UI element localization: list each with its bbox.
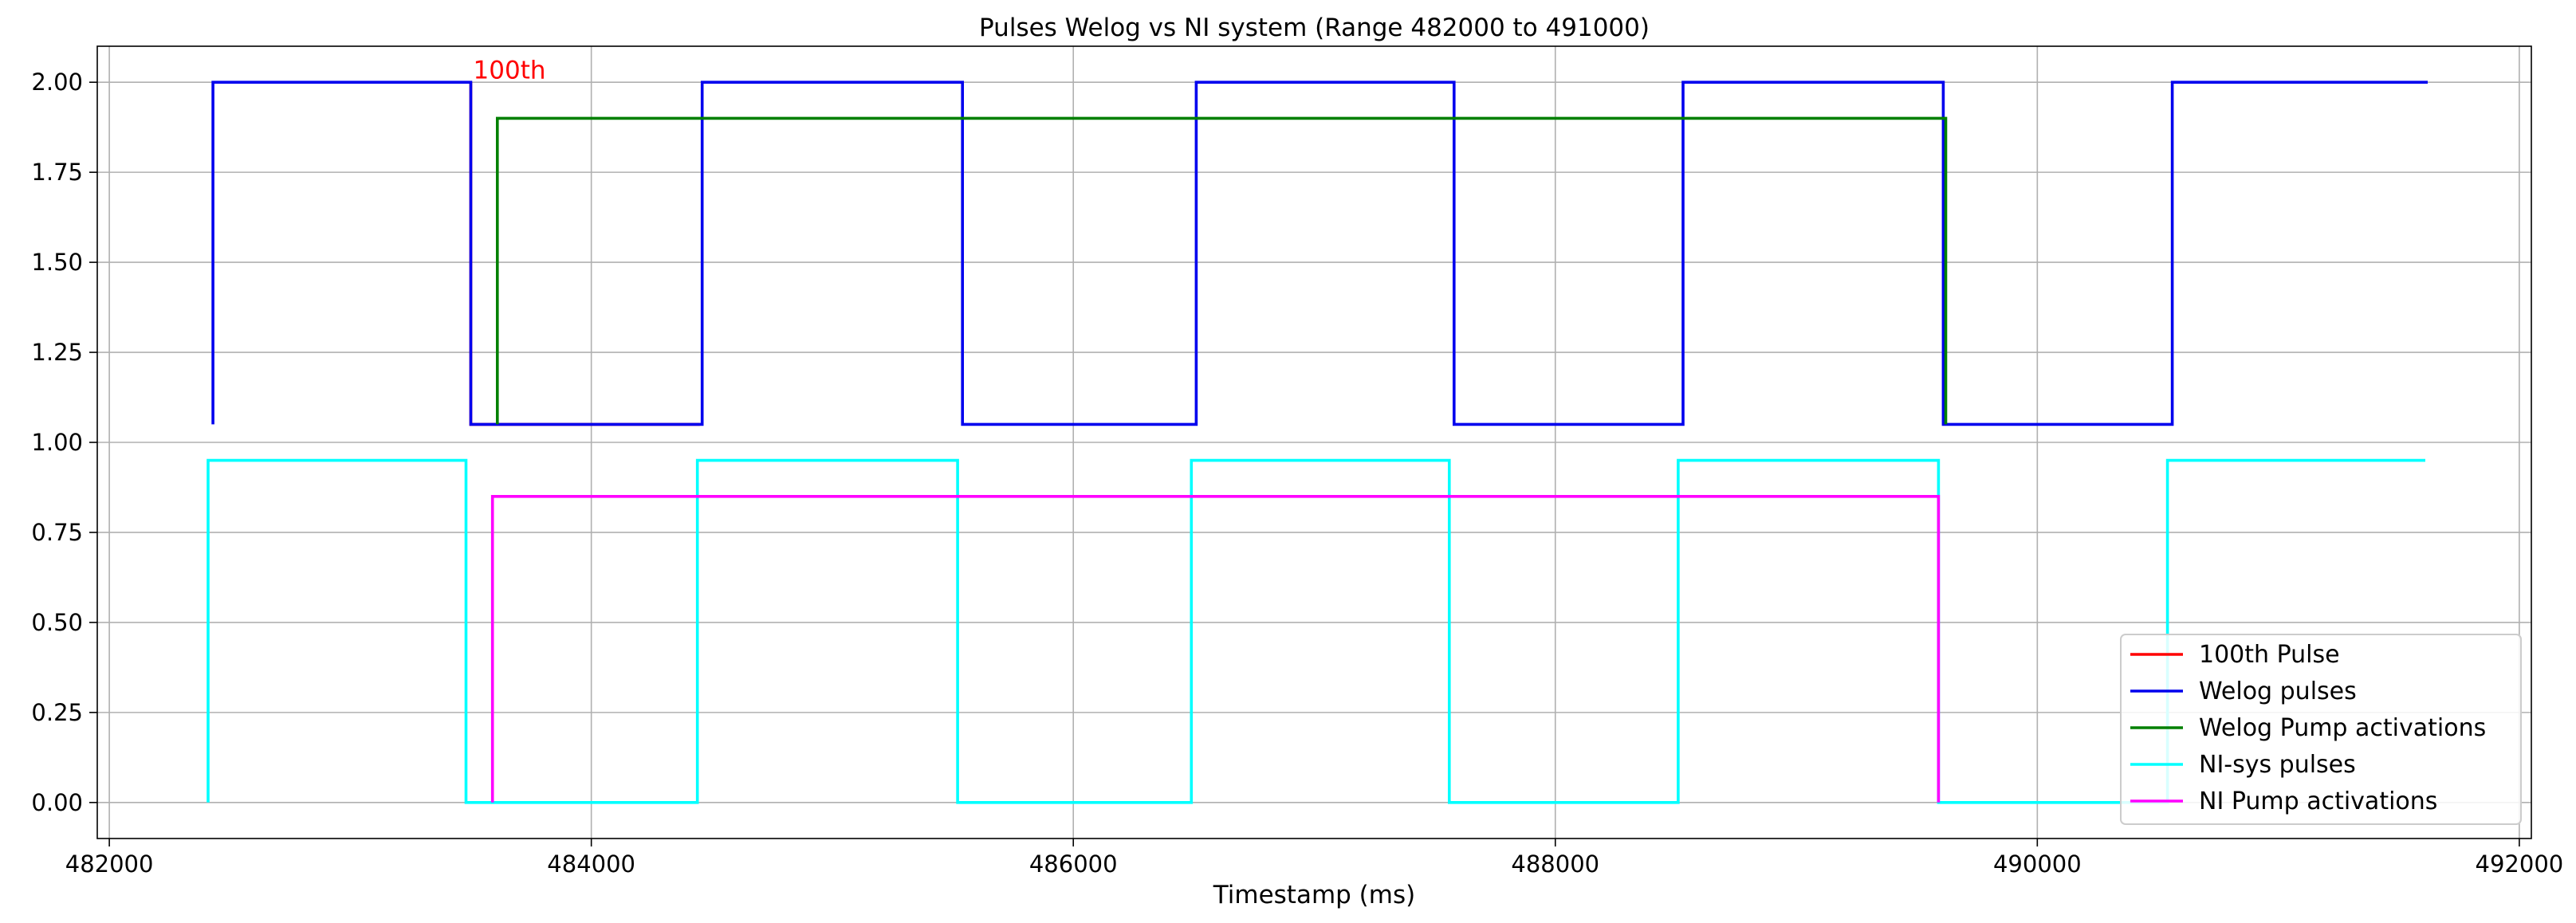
axis-ticks: 482000 484000 486000 488000 490000 492000 0.00… [31,69,2563,878]
x-axis-title: Timestamp (ms) [1213,881,1415,909]
y-tick-label: 1.00 [31,429,83,456]
y-tick-label: 1.25 [31,339,83,366]
series-line-2 [211,81,2428,426]
annotation-label: 100th [474,57,546,85]
series-line-5 [490,494,1941,803]
annotations: 100th [474,57,546,85]
y-tick-label: 0.50 [31,609,83,636]
legend-label: 100th Pulse [2199,641,2340,669]
x-tick-label: 486000 [1029,850,1118,878]
legend-label: NI-sys pulses [2199,751,2356,779]
y-tick-label: 1.50 [31,249,83,276]
y-tick-label: 2.00 [31,69,83,96]
x-tick-label: 490000 [1993,850,2082,878]
x-tick-label: 484000 [547,850,635,878]
legend-label: NI Pump activations [2199,787,2437,815]
y-tick-label: 0.75 [31,519,83,546]
y-tick-label: 1.75 [31,159,83,186]
legend-box [2120,634,2522,825]
x-tick-label: 488000 [1511,850,1599,878]
legend: 100th Pulse Welog pulses Welog Pump activa… [2120,634,2522,825]
legend-label: Welog Pump activations [2199,714,2486,742]
series-lines [206,81,2428,804]
y-tick-label: 0.00 [31,789,83,816]
series-line-3 [495,116,1948,425]
legend-label: Welog pulses [2199,678,2357,705]
x-tick-label: 482000 [65,850,154,878]
x-tick-label: 492000 [2476,850,2564,878]
chart-title: Pulses Welog vs NI system (Range 482000 … [979,14,1650,42]
y-tick-label: 0.25 [31,699,83,726]
